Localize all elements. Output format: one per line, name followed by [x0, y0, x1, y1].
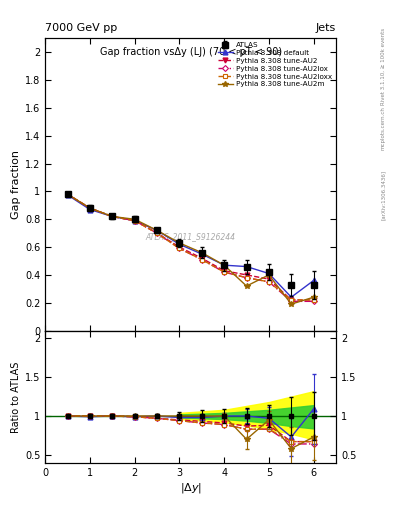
- Line: Pythia 8.308 default: Pythia 8.308 default: [65, 193, 316, 300]
- Text: ATLAS_2011_S9126244: ATLAS_2011_S9126244: [145, 232, 236, 242]
- Y-axis label: Gap fraction: Gap fraction: [11, 150, 21, 219]
- Pythia 8.308 tune-AU2m: [110, 214, 115, 220]
- Y-axis label: Ratio to ATLAS: Ratio to ATLAS: [11, 361, 21, 433]
- Pythia 8.308 tune-AU2loxx: [266, 279, 271, 285]
- Pythia 8.308 tune-AU2loxx: [244, 274, 249, 281]
- Pythia 8.308 default: [88, 206, 92, 212]
- Text: 7000 GeV pp: 7000 GeV pp: [45, 23, 118, 33]
- Pythia 8.308 tune-AU2m: [222, 262, 226, 268]
- Pythia 8.308 tune-AU2lox: [311, 298, 316, 305]
- Pythia 8.308 default: [132, 218, 137, 224]
- Pythia 8.308 default: [222, 262, 226, 268]
- Pythia 8.308 tune-AU2: [222, 268, 226, 274]
- Pythia 8.308 tune-AU2lox: [132, 218, 137, 224]
- Pythia 8.308 tune-AU2: [266, 276, 271, 282]
- Legend: ATLAS, Pythia 8.308 default, Pythia 8.308 tune-AU2, Pythia 8.308 tune-AU2lox, Py: ATLAS, Pythia 8.308 default, Pythia 8.30…: [217, 40, 334, 89]
- Pythia 8.308 default: [177, 241, 182, 247]
- Pythia 8.308 tune-AU2lox: [177, 245, 182, 251]
- Pythia 8.308 tune-AU2m: [244, 283, 249, 289]
- Pythia 8.308 tune-AU2: [311, 297, 316, 303]
- Line: Pythia 8.308 tune-AU2lox: Pythia 8.308 tune-AU2lox: [66, 192, 316, 304]
- Pythia 8.308 tune-AU2lox: [266, 279, 271, 285]
- Pythia 8.308 default: [110, 214, 115, 220]
- Pythia 8.308 tune-AU2loxx: [222, 269, 226, 275]
- Pythia 8.308 tune-AU2loxx: [199, 257, 204, 263]
- Line: Pythia 8.308 tune-AU2m: Pythia 8.308 tune-AU2m: [65, 191, 316, 307]
- Text: [arXiv:1306.3436]: [arXiv:1306.3436]: [381, 169, 386, 220]
- Pythia 8.308 tune-AU2: [289, 297, 294, 303]
- Pythia 8.308 tune-AU2m: [311, 294, 316, 300]
- Pythia 8.308 default: [311, 278, 316, 284]
- Pythia 8.308 tune-AU2loxx: [110, 214, 115, 220]
- Pythia 8.308 tune-AU2loxx: [65, 191, 70, 197]
- Pythia 8.308 tune-AU2: [177, 244, 182, 250]
- Pythia 8.308 tune-AU2m: [155, 227, 160, 233]
- Pythia 8.308 tune-AU2: [155, 230, 160, 236]
- Pythia 8.308 default: [65, 192, 70, 198]
- Pythia 8.308 tune-AU2: [132, 218, 137, 224]
- X-axis label: $|{\Delta}y|$: $|{\Delta}y|$: [180, 481, 202, 495]
- Pythia 8.308 default: [244, 264, 249, 270]
- Pythia 8.308 tune-AU2m: [199, 249, 204, 255]
- Pythia 8.308 tune-AU2m: [177, 240, 182, 246]
- Pythia 8.308 tune-AU2loxx: [132, 218, 137, 224]
- Pythia 8.308 tune-AU2loxx: [311, 297, 316, 303]
- Pythia 8.308 tune-AU2: [199, 255, 204, 261]
- Text: Jets: Jets: [316, 23, 336, 33]
- Pythia 8.308 tune-AU2: [244, 272, 249, 278]
- Pythia 8.308 default: [155, 227, 160, 233]
- Pythia 8.308 tune-AU2m: [289, 301, 294, 307]
- Pythia 8.308 default: [266, 270, 271, 276]
- Line: Pythia 8.308 tune-AU2: Pythia 8.308 tune-AU2: [65, 192, 316, 303]
- Pythia 8.308 tune-AU2loxx: [155, 230, 160, 236]
- Pythia 8.308 tune-AU2loxx: [177, 245, 182, 251]
- Pythia 8.308 tune-AU2lox: [199, 257, 204, 263]
- Pythia 8.308 tune-AU2: [88, 205, 92, 211]
- Text: Rivet 3.1.10, ≥ 100k events: Rivet 3.1.10, ≥ 100k events: [381, 28, 386, 105]
- Pythia 8.308 tune-AU2lox: [88, 205, 92, 211]
- Pythia 8.308 default: [289, 294, 294, 300]
- Pythia 8.308 tune-AU2: [110, 214, 115, 220]
- Pythia 8.308 tune-AU2m: [65, 191, 70, 197]
- Text: mcplots.cern.ch: mcplots.cern.ch: [381, 106, 386, 150]
- Pythia 8.308 default: [199, 251, 204, 257]
- Line: Pythia 8.308 tune-AU2loxx: Pythia 8.308 tune-AU2loxx: [66, 192, 316, 302]
- Pythia 8.308 tune-AU2m: [132, 216, 137, 222]
- Pythia 8.308 tune-AU2loxx: [88, 205, 92, 211]
- Pythia 8.308 tune-AU2lox: [65, 191, 70, 197]
- Pythia 8.308 tune-AU2loxx: [289, 297, 294, 303]
- Pythia 8.308 tune-AU2lox: [244, 274, 249, 281]
- Pythia 8.308 tune-AU2m: [88, 205, 92, 211]
- Pythia 8.308 tune-AU2m: [266, 272, 271, 278]
- Pythia 8.308 tune-AU2lox: [155, 230, 160, 236]
- Pythia 8.308 tune-AU2lox: [289, 298, 294, 305]
- Pythia 8.308 tune-AU2lox: [222, 269, 226, 275]
- Pythia 8.308 tune-AU2: [65, 191, 70, 197]
- Pythia 8.308 tune-AU2lox: [110, 214, 115, 220]
- Text: Gap fraction vsΔy (LJ) (70 < pT < 90): Gap fraction vsΔy (LJ) (70 < pT < 90): [99, 47, 282, 57]
